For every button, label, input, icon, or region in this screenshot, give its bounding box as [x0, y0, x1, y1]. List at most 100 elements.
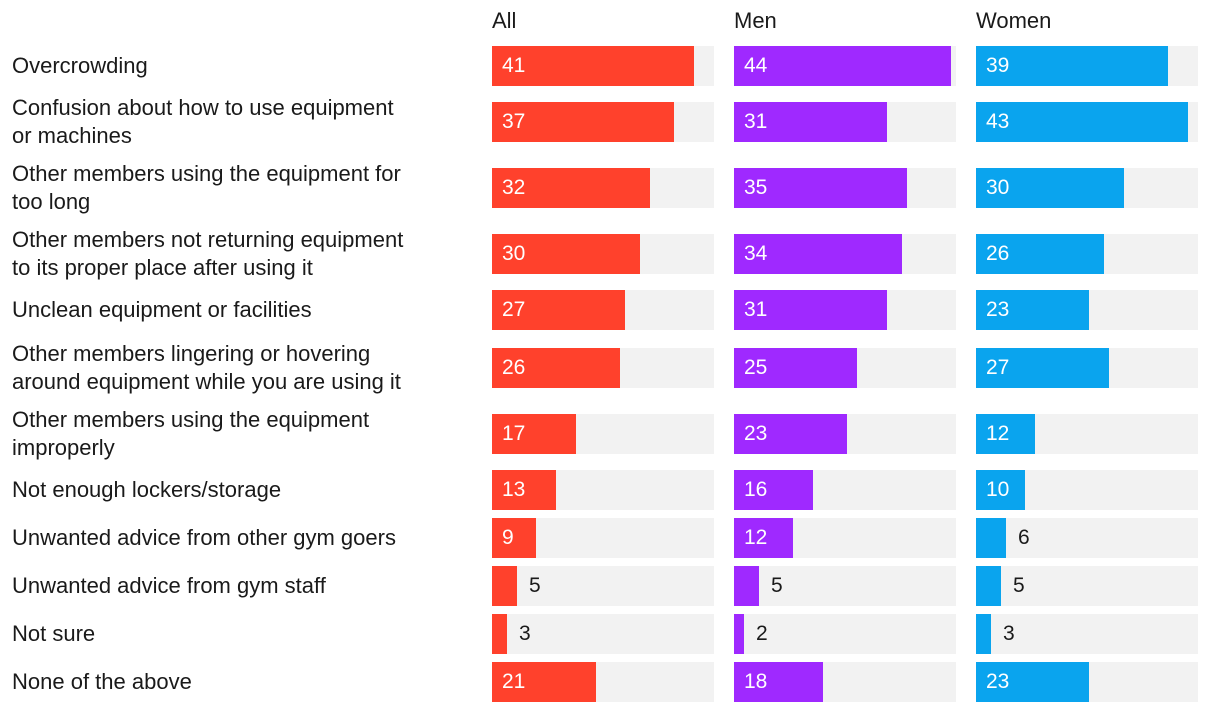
- bar-value-label: 13: [502, 478, 526, 501]
- bar-men: [734, 518, 793, 558]
- bar-all: [492, 414, 576, 454]
- category-label: Overcrowding: [12, 53, 148, 78]
- bar-value-label: 3: [519, 622, 531, 645]
- bar-value-label: 9: [502, 526, 514, 549]
- bar-track: 21: [492, 662, 714, 702]
- bar-value-label: 31: [744, 110, 768, 133]
- category-label: Unwanted advice from gym staff: [12, 573, 326, 598]
- bar-all: [492, 566, 517, 606]
- column-header-women: Women: [976, 8, 1052, 33]
- bar-all: [492, 290, 625, 330]
- bar-track: 3: [976, 614, 1198, 654]
- bar-track: 25: [734, 348, 956, 388]
- bar-track: 10: [976, 470, 1198, 510]
- bar-track: 44: [734, 46, 956, 86]
- bar-track: 31: [734, 290, 956, 330]
- bar-track: 41: [492, 46, 714, 86]
- bar-track: 30: [976, 168, 1198, 208]
- bar-track: 9: [492, 518, 714, 558]
- bar-value-label: 34: [744, 242, 768, 265]
- category-label: Other members lingering or hovering arou…: [12, 341, 401, 394]
- bar-track: 13: [492, 470, 714, 510]
- bar-value-label: 31: [744, 298, 768, 321]
- bar-all: [492, 102, 674, 142]
- bar-track: 31: [734, 102, 956, 142]
- bar-value-label: 44: [744, 54, 768, 77]
- bar-value-label: 2: [756, 622, 768, 645]
- bar-value-label: 39: [986, 54, 1010, 77]
- bar-value-label: 30: [502, 242, 526, 265]
- bar-value-label: 26: [986, 242, 1010, 265]
- bar-track: 18: [734, 662, 956, 702]
- bar-track: 5: [734, 566, 956, 606]
- bar-women: [976, 46, 1168, 86]
- bar-value-label: 35: [744, 176, 768, 199]
- bar-all: [492, 518, 536, 558]
- bar-women: [976, 102, 1188, 142]
- bar-track: 30: [492, 234, 714, 274]
- bar-track: 16: [734, 470, 956, 510]
- category-label: Other members not returning equipment to…: [12, 227, 404, 280]
- bar-value-label: 27: [986, 356, 1010, 379]
- bar-women: [976, 518, 1006, 558]
- bar-value-label: 23: [744, 422, 768, 445]
- bar-all: [492, 168, 650, 208]
- bar-track: 32: [492, 168, 714, 208]
- bar-men: [734, 414, 847, 454]
- category-label: Unclean equipment or facilities: [12, 297, 312, 322]
- bar-all: [492, 662, 596, 702]
- bar-men: [734, 168, 907, 208]
- bar-women: [976, 348, 1109, 388]
- bar-track: 27: [492, 290, 714, 330]
- bar-women: [976, 234, 1104, 274]
- bar-value-label: 43: [986, 110, 1010, 133]
- bar-value-label: 5: [771, 574, 783, 597]
- bar-all: [492, 46, 694, 86]
- bar-men: [734, 566, 759, 606]
- bar-value-label: 12: [986, 422, 1010, 445]
- bar-women: [976, 168, 1124, 208]
- bar-track: 43: [976, 102, 1198, 142]
- bar-men: [734, 348, 857, 388]
- bar-value-label: 17: [502, 422, 526, 445]
- bar-value-label: 5: [1013, 574, 1025, 597]
- bar-track: 23: [976, 290, 1198, 330]
- bar-all: [492, 470, 556, 510]
- bar-value-label: 32: [502, 176, 526, 199]
- category-label: None of the above: [12, 669, 192, 694]
- category-label: Other members using the equipment for to…: [12, 161, 401, 214]
- bar-track: 23: [734, 414, 956, 454]
- bar-men: [734, 662, 823, 702]
- bar-men: [734, 46, 951, 86]
- bar-men: [734, 290, 887, 330]
- bar-value-label: 26: [502, 356, 526, 379]
- bar-track: 27: [976, 348, 1198, 388]
- bar-all: [492, 234, 640, 274]
- bar-men: [734, 102, 887, 142]
- bar-track: 26: [492, 348, 714, 388]
- bar-track: 39: [976, 46, 1198, 86]
- bar-men: [734, 470, 813, 510]
- bar-men: [734, 234, 902, 274]
- bar-track: 5: [976, 566, 1198, 606]
- bar-value-label: 3: [1003, 622, 1015, 645]
- bar-track: 35: [734, 168, 956, 208]
- bar-value-label: 37: [502, 110, 526, 133]
- bar-track: 12: [734, 518, 956, 558]
- bar-value-label: 16: [744, 478, 768, 501]
- bar-women: [976, 662, 1089, 702]
- bar-women: [976, 470, 1025, 510]
- bar-women: [976, 614, 991, 654]
- bar-value-label: 41: [502, 54, 526, 77]
- bar-value-label: 21: [502, 670, 526, 693]
- category-label: Other members using the equipment improp…: [12, 407, 370, 460]
- bar-women: [976, 414, 1035, 454]
- category-label: Unwanted advice from other gym goers: [12, 525, 396, 550]
- bar-track: 3: [492, 614, 714, 654]
- bar-track: 2: [734, 614, 956, 654]
- bar-all: [492, 614, 507, 654]
- bar-track: 34: [734, 234, 956, 274]
- column-header-men: Men: [734, 8, 777, 33]
- bar-value-label: 18: [744, 670, 768, 693]
